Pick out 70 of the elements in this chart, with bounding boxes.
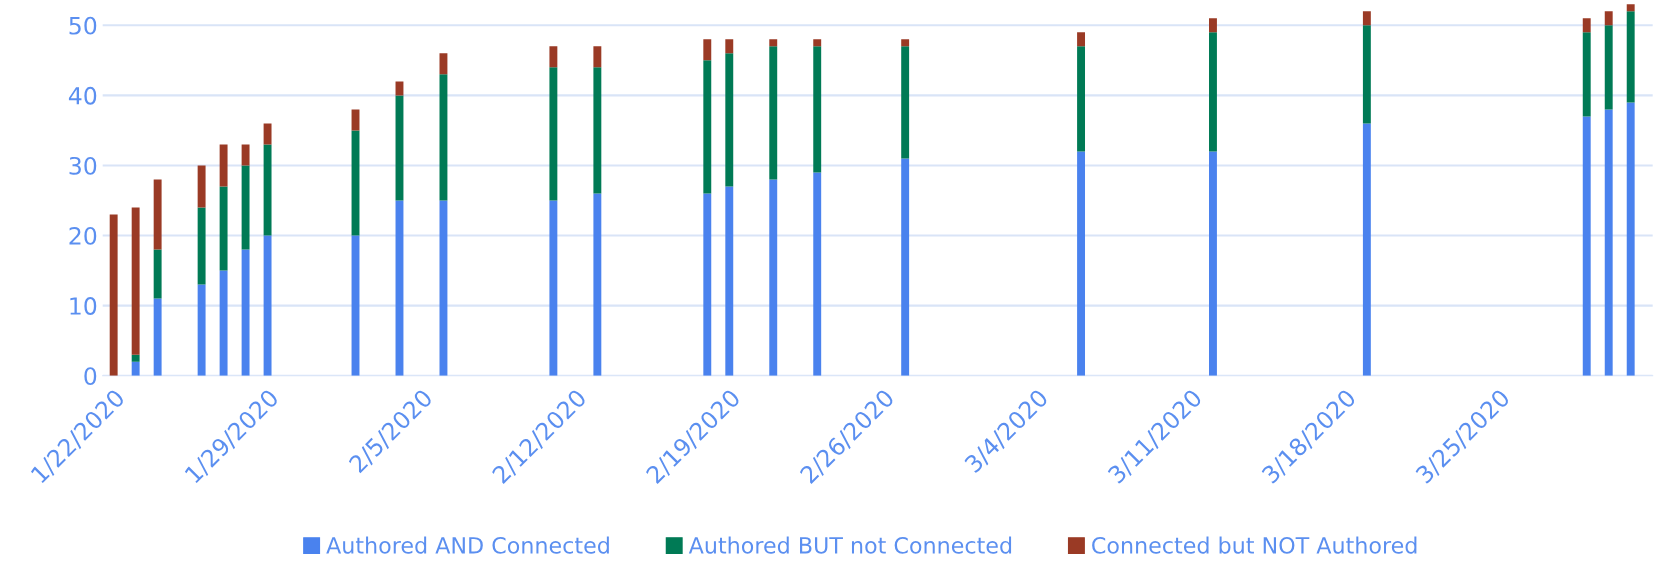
bar <box>769 46 778 180</box>
bar <box>901 39 910 47</box>
bar <box>153 179 162 250</box>
bar <box>1077 46 1086 152</box>
legend-label: Authored BUT not Connected <box>688 536 1012 554</box>
bar <box>769 39 778 47</box>
bar <box>593 46 602 68</box>
bar <box>1626 4 1635 12</box>
bar <box>725 186 734 376</box>
bar <box>109 214 118 376</box>
bar <box>439 74 448 201</box>
bar <box>549 200 558 376</box>
bar <box>549 67 558 201</box>
bar <box>197 165 206 208</box>
bar <box>1209 18 1217 33</box>
bar <box>241 249 250 376</box>
bar <box>901 158 910 376</box>
bar <box>153 298 162 376</box>
bar <box>197 284 206 376</box>
bar <box>1209 32 1217 152</box>
bar <box>263 123 272 145</box>
bar <box>725 39 734 54</box>
y-tick-label: 10 <box>70 297 97 315</box>
bar <box>593 67 602 194</box>
bar <box>219 186 228 271</box>
bar <box>1626 102 1635 376</box>
bar <box>1209 151 1217 376</box>
bar <box>219 270 228 376</box>
bar <box>131 361 140 376</box>
bar <box>703 60 712 194</box>
bar <box>1604 109 1613 376</box>
bar <box>1582 116 1591 376</box>
bar <box>263 144 272 236</box>
bar <box>813 39 822 47</box>
bar <box>1077 32 1086 47</box>
bar <box>703 193 712 376</box>
bar <box>1362 11 1371 26</box>
bar <box>813 46 822 173</box>
legend-label: Connected but NOT Authored <box>1092 536 1417 554</box>
bar <box>241 144 250 166</box>
bar <box>813 172 822 376</box>
bar <box>439 200 448 376</box>
bar <box>549 46 558 68</box>
bar <box>593 193 602 376</box>
bar <box>1362 25 1371 124</box>
bar <box>263 235 272 376</box>
y-tick-label: 30 <box>69 156 97 175</box>
bar <box>1604 11 1613 26</box>
bar <box>153 249 162 299</box>
bar <box>1582 18 1591 33</box>
legend-label: Authored AND Connected <box>326 536 609 554</box>
bar <box>703 39 712 61</box>
bar <box>131 207 140 355</box>
y-tick-label: 20 <box>69 226 97 245</box>
y-tick-label: 50 <box>69 16 97 35</box>
y-tick-label: 40 <box>68 86 97 105</box>
bar <box>1582 32 1591 117</box>
bar <box>1077 151 1086 376</box>
bar <box>197 207 206 285</box>
bar <box>1362 123 1371 376</box>
bar <box>769 179 778 376</box>
bar <box>439 53 448 75</box>
bar <box>241 165 250 250</box>
bar <box>131 354 140 362</box>
y-tick-label: 0 <box>84 367 97 386</box>
bar <box>901 46 910 159</box>
bar <box>1626 11 1635 103</box>
bar <box>1604 25 1613 110</box>
bar <box>219 144 228 187</box>
bar <box>725 53 734 187</box>
